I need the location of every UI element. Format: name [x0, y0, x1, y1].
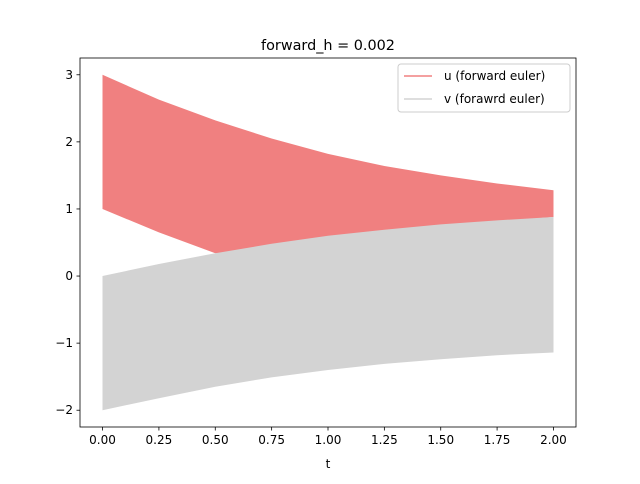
chart-title: forward_h = 0.002	[261, 38, 395, 54]
x-axis: 0.00 0.25 0.50 0.75 1.00 1.25 1.50 1.75 2.00	[89, 427, 567, 447]
series-band-v	[102, 217, 554, 411]
y-tick-label: 0	[65, 269, 73, 283]
x-tick-label: 1.50	[427, 433, 454, 447]
x-tick-label: 2.00	[540, 433, 567, 447]
legend: u (forward euler) v (forawrd euler)	[397, 63, 571, 113]
x-axis-label: t	[326, 457, 331, 471]
x-tick-label: 0.75	[258, 433, 285, 447]
y-axis: −2 −1 0 1 2 3	[55, 68, 80, 417]
legend-label-u: u (forward euler)	[444, 69, 545, 83]
y-tick-label: −2	[55, 403, 73, 417]
y-tick-label: 2	[65, 135, 73, 149]
series-layer	[102, 74, 554, 411]
legend-box	[397, 63, 571, 113]
series-band-u	[102, 74, 554, 254]
x-tick-label: 1.00	[315, 433, 342, 447]
x-tick-label: 1.25	[371, 433, 398, 447]
x-tick-label: 0.50	[202, 433, 229, 447]
legend-label-v: v (forawrd euler)	[444, 92, 545, 106]
x-tick-label: 0.25	[146, 433, 173, 447]
y-tick-label: 1	[65, 202, 73, 216]
y-tick-label: 3	[65, 68, 73, 82]
x-tick-label: 1.75	[484, 433, 511, 447]
x-tick-label: 0.00	[89, 433, 116, 447]
y-tick-label: −1	[55, 336, 73, 350]
